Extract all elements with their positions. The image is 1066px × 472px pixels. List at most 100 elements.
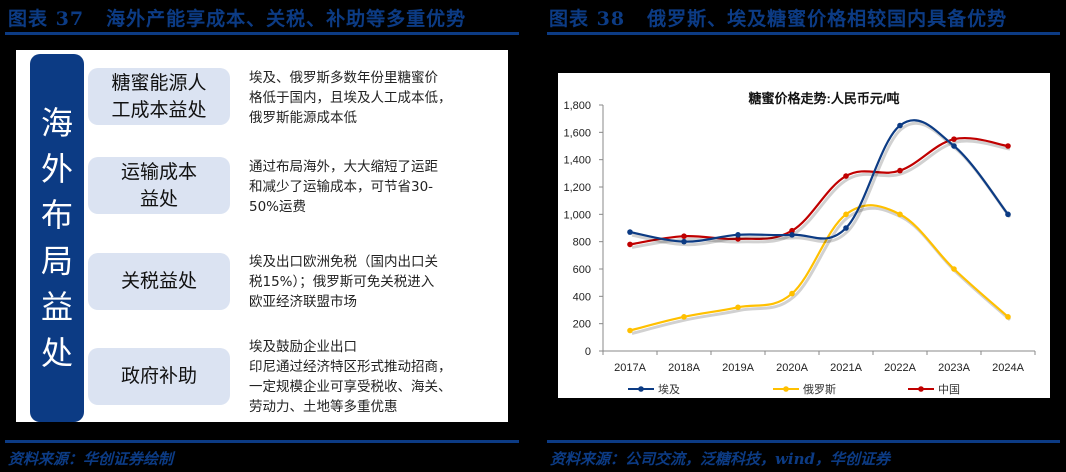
banner-char: 外 [40,150,73,188]
series-shadow [631,139,1011,249]
y-tick-label: 1,400 [563,155,591,167]
y-tick-label: 1,000 [563,209,591,221]
banner-char: 布 [40,196,73,234]
legend-label: 俄罗斯 [803,383,836,396]
x-tick-label: 2018A [668,362,700,374]
data-point [735,232,741,238]
label-line: 益处 [139,187,178,210]
desc-line: 埃及鼓励企业出口 [249,339,357,355]
source-note-right: 资料来源：公司交流，泛糖科技，wind，华创证券 [550,450,891,468]
data-point [1005,143,1011,149]
data-point [627,241,633,248]
x-tick-label: 2017A [614,362,646,374]
desc-line: 通过布局海外，大大缩短了运距 [249,159,438,175]
benefit-label-transport: 运输成本 益处 [88,157,230,214]
figure-37-label: 图表 37 [8,8,85,30]
y-tick-label: 800 [573,237,591,249]
benefits-card: 海外布局益处 糖蜜能源人 工成本益处 埃及、俄罗斯多数年份里糖蜜价 格低于国内，且… [16,50,508,422]
data-point [951,266,957,272]
x-tick-label: 2020A [776,362,808,374]
x-tick-label: 2022A [884,362,916,374]
header-rule-left [5,32,519,35]
y-tick-label: 1,800 [563,100,591,112]
desc-line: 50%运费 [249,199,307,215]
banner-char: 海 [40,104,73,142]
data-point [1005,211,1011,218]
figure-38-title: 图表 38 俄罗斯、埃及糖蜜价格相较国内具备优势 [549,4,1007,31]
data-point [789,232,795,238]
legend-label: 中国 [938,383,960,396]
x-tick-label: 2019A [722,362,754,374]
legend-marker [783,386,789,392]
data-point [951,143,957,149]
series-line-1 [629,204,1009,332]
desc-line: 税15%）；俄罗斯可免关税进入 [249,274,435,290]
y-tick-label: 0 [585,346,591,358]
y-tick-label: 1,200 [563,182,591,194]
benefit-desc-transport: 通过布局海外，大大缩短了运距 和减少了运输成本，可节省30- 50%运费 [249,157,509,217]
data-point [627,327,633,334]
x-tick-label: 2023A [938,362,970,374]
x-tick-label: 2021A [830,362,862,374]
benefit-label-subsidy: 政府补助 [88,348,230,405]
desc-line: 欧亚经济联盟市场 [249,294,357,310]
label-line: 政府补助 [120,365,197,387]
benefit-desc-molasses-energy-labor: 埃及、俄罗斯多数年份里糖蜜价 格低于国内，且埃及人工成本低， 俄罗斯能源成本低 [249,68,509,128]
benefit-desc-tariff: 埃及出口欧洲免税（国内出口关 税15%）；俄罗斯可免关税进入 欧亚经济联盟市场 [249,252,509,312]
banner-char: 局 [40,242,73,280]
desc-line: 俄罗斯能源成本低 [249,110,357,126]
legend-marker [638,386,644,392]
benefit-label-molasses-energy-labor: 糖蜜能源人工成本益处 [88,68,230,125]
y-tick-label: 400 [573,291,591,303]
data-point [735,236,741,242]
data-point [681,233,687,239]
data-point [789,290,795,297]
chart-card: 糖蜜价格走势:人民币元/吨 0 200 400 600 800 1,000 1,200 1,40… [558,73,1050,398]
footer-rule-left [5,440,519,443]
data-point [681,238,687,245]
figure-37-title: 图表 37 海外产能享成本、关税、补助等多重优势 [8,4,466,31]
figure-38-heading: 俄罗斯、埃及糖蜜价格相较国内具备优势 [647,8,1008,30]
footer-rule-right [547,440,1060,443]
data-point [789,227,795,234]
label-line: 关税益处 [120,270,197,292]
data-point [681,314,687,320]
label-line: 运输成本 [120,160,197,183]
label-line: 糖蜜能源人 [111,71,207,94]
benefit-label-tariff: 关税益处 [88,253,230,310]
desc-line: 格低于国内，且埃及人工成本低， [249,90,452,106]
header-rule-right [547,32,1060,35]
y-tick-label: 1,600 [563,127,591,139]
data-point [843,211,849,218]
data-point [843,225,849,231]
label-line: 工成本益处 [111,98,207,121]
data-point [951,136,957,142]
source-note-left: 资料来源：华创证券绘制 [8,450,174,468]
desc-line: 劳动力、土地等多重优惠 [249,399,398,415]
legend-marker [918,386,924,392]
banner-char: 益 [40,288,73,326]
desc-line: 印尼通过经济特区形式推动招商， [249,359,452,375]
legend-label: 埃及 [658,382,680,396]
data-point [1005,314,1011,320]
series-line-2 [629,137,1009,246]
data-point [843,173,849,179]
x-tick-label: 2024A [992,362,1024,374]
data-point [897,211,903,218]
data-point [897,122,903,129]
desc-line: 一定规模企业可享受税收、海关、 [249,379,452,395]
desc-line: 埃及、俄罗斯多数年份里糖蜜价 [249,70,438,86]
y-tick-label: 600 [573,264,591,276]
chart-title: 糖蜜价格走势:人民币元/吨 [749,91,900,106]
benefit-desc-subsidy: 埃及鼓励企业出口 印尼通过经济特区形式推动招商， 一定规模企业可享受税收、海关、… [249,337,509,417]
banner-char: 处 [40,334,73,372]
data-point [627,229,633,235]
y-tick-label: 200 [573,319,591,331]
molasses-price-line-chart: 糖蜜价格走势:人民币元/吨 0 200 400 600 800 1,000 1,200 1,40… [563,91,1036,396]
desc-line: 和减少了运输成本，可节省30- [249,179,434,195]
figure-37-heading: 海外产能享成本、关税、补助等多重优势 [106,8,467,30]
data-point [897,167,903,174]
overseas-layout-banner: 海外布局益处 [30,54,84,422]
data-point [735,304,741,311]
desc-line: 埃及出口欧洲免税（国内出口关 [249,254,438,270]
